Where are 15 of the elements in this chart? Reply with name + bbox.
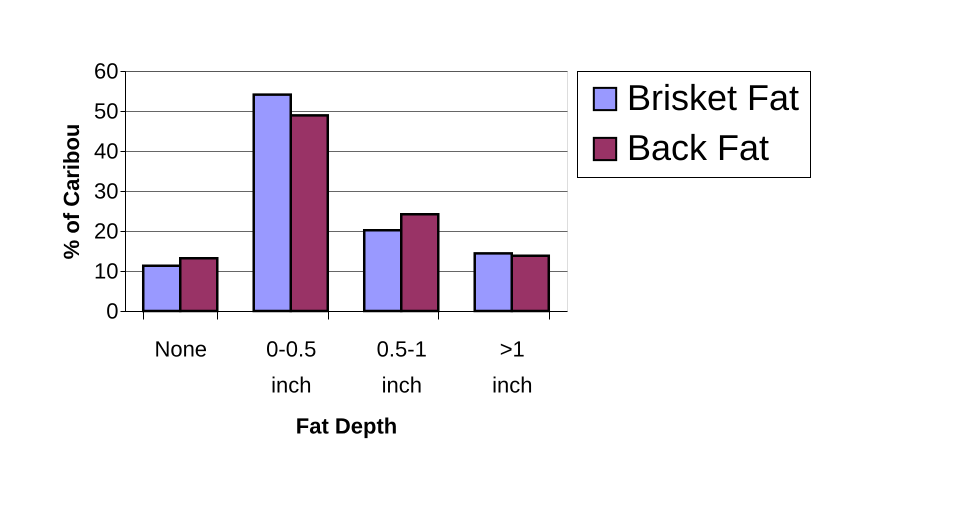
y-axis-title: % of Caribou <box>59 124 84 260</box>
y-tick-label: 50 <box>94 98 118 124</box>
y-tick-label: 40 <box>94 138 118 164</box>
y-tick-label: 30 <box>94 178 118 204</box>
x-tick-label: None <box>154 336 208 362</box>
x-tick-label: 0-0.5 inch <box>266 336 316 398</box>
x-tick-label: >1 inch <box>492 336 532 398</box>
y-tick-label: 20 <box>94 218 118 244</box>
y-tick-label: 60 <box>94 58 118 84</box>
x-tick-label: 0.5-1 inch <box>376 336 427 398</box>
legend-label: Brisket Fat <box>627 77 800 118</box>
legend-label: Back Fat <box>627 127 770 168</box>
y-tick-label: 10 <box>94 258 118 284</box>
x-axis-title: Fat Depth <box>296 414 398 438</box>
y-tick-label: 0 <box>106 298 118 324</box>
